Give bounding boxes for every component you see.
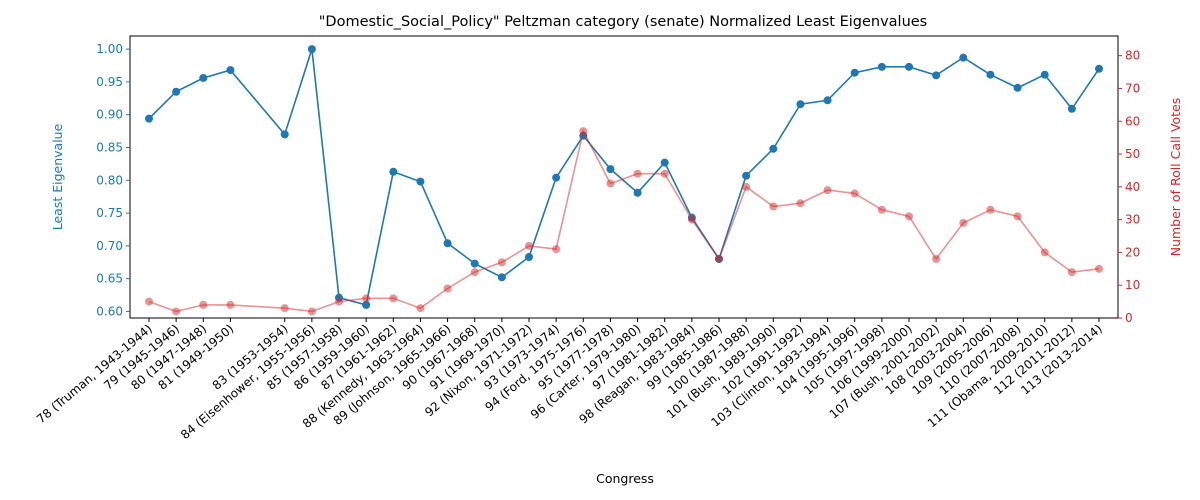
eigenvalue-point [932,71,941,80]
left-y-tick-label: 0.80 [96,173,123,187]
roll-call-votes-point [579,127,588,136]
eigenvalue-point [199,73,208,82]
right-y-tick-label: 20 [1125,245,1140,259]
eigenvalue-point [497,273,506,282]
roll-call-votes-point [850,189,859,198]
eigenvalue-point [280,130,289,139]
roll-call-votes-point [525,241,533,250]
right-y-tick-label: 30 [1125,213,1140,227]
plot-frame [129,35,1119,319]
eigenvalue-point [1095,64,1103,73]
eigenvalue-point [959,53,968,62]
right-y-tick-label: 80 [1125,49,1140,63]
roll-call-votes-point [796,199,805,208]
roll-call-votes-point [335,297,343,306]
roll-call-votes-point [443,284,452,293]
eigenvalue-point [307,45,316,54]
x-axis-label: Congress [596,471,654,486]
right-y-axis-label: Number of Roll Call Votes [1168,98,1183,257]
eigenvalue-point [905,62,913,71]
roll-call-votes-point [905,212,913,221]
left-y-tick-label: 0.60 [96,304,123,318]
plot-area: 78 (Truman, 1943-1944)79 (1945-1946)80 (… [34,35,1140,442]
right-y-tick-label: 40 [1125,180,1140,194]
left-y-tick-label: 0.75 [96,206,123,220]
eigenvalue-point [470,259,479,268]
eigenvalue-point [525,253,533,262]
roll-call-votes-point [959,218,968,227]
roll-call-votes-point [226,300,235,309]
right-y-tick-label: 10 [1125,278,1140,292]
roll-call-votes-point [742,182,751,191]
roll-call-votes-point [877,205,886,214]
left-y-tick-label: 0.70 [96,239,123,253]
eigenvalue-point [1067,104,1076,113]
eigenvalue-point [769,144,778,153]
roll-call-votes-point [199,300,208,309]
roll-call-votes-point [172,307,181,316]
right-y-tick-label: 70 [1125,81,1140,95]
roll-call-votes-point [633,169,642,178]
roll-call-votes-point [1067,268,1076,277]
roll-call-votes-point [470,268,479,277]
eigenvalue-point [877,62,886,71]
roll-call-votes-point [606,179,615,188]
roll-call-votes-point [362,294,371,303]
eigenvalue-point [172,87,181,96]
eigenvalue-point [552,173,561,182]
roll-call-votes-point [986,205,995,214]
left-y-tick-label: 0.90 [96,108,123,122]
eigenvalue-point [443,239,452,248]
roll-call-votes-point [932,254,941,263]
roll-call-votes-point [416,304,425,313]
eigenvalue-point [145,114,153,123]
left-y-tick-label: 1.00 [96,42,123,56]
left-y-tick-label: 0.65 [96,272,123,286]
roll-call-votes-point [660,169,669,178]
roll-call-votes-point [497,258,506,267]
right-y-tick-label: 50 [1125,147,1140,161]
left-y-tick-label: 0.85 [96,140,123,154]
roll-call-votes-point [552,245,561,254]
roll-call-votes-point [823,186,832,195]
eigenvalue-point [850,68,859,77]
eigenvalue-point [823,96,832,105]
eigenvalue-point [416,177,425,186]
left-y-axis-label: Least Eigenvalue [50,123,65,230]
roll-call-votes-point [1013,212,1022,221]
chart-title: "Domestic_Social_Policy" Peltzman catego… [319,14,928,30]
right-y-tick-label: 0 [1125,311,1133,325]
eigenvalue-point [660,158,669,167]
roll-call-votes-point [307,307,316,316]
roll-call-votes-point [389,294,398,303]
right-y-tick-label: 60 [1125,114,1140,128]
roll-call-votes-point [145,297,153,306]
roll-call-votes-point [715,254,723,263]
eigenvalue-point [606,165,615,174]
eigenvalue-point [986,70,995,79]
eigenvalue-point [226,66,235,75]
eigenvalue-point [1013,83,1022,92]
eigenvalue-point [1040,70,1049,79]
roll-call-votes-series-line [148,128,1100,313]
eigenvalue-point [633,188,642,197]
roll-call-votes-point [280,304,289,313]
eigenvalue-point [742,171,751,180]
roll-call-votes-point [769,202,778,211]
roll-call-votes-point [1040,248,1049,257]
eigenvalue-point [796,100,805,109]
eigenvalue-point [389,167,398,176]
left-y-tick-label: 0.95 [96,75,123,89]
eigenvalue-point [362,300,371,309]
roll-call-votes-point [687,215,696,224]
roll-call-votes-point [1095,264,1103,273]
eigenvalue-series-line [148,48,1100,306]
